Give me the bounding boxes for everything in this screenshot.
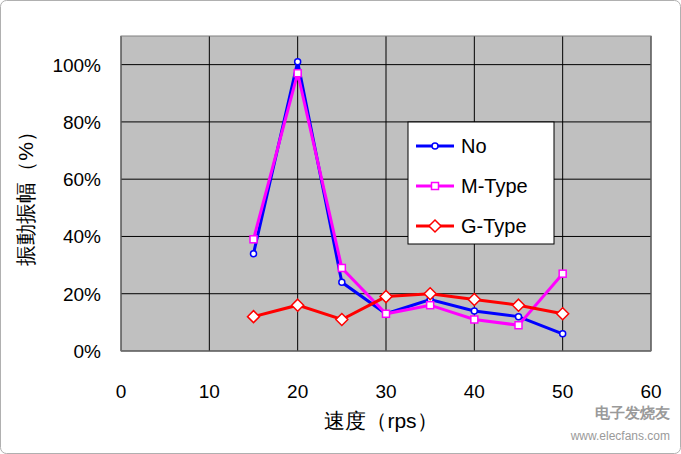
data-point bbox=[513, 299, 525, 311]
outer-border bbox=[1, 1, 681, 454]
y-tick-label: 80% bbox=[63, 112, 101, 133]
x-tick-label: 60 bbox=[640, 381, 661, 402]
legend-label: No bbox=[461, 135, 487, 157]
data-point bbox=[557, 308, 569, 320]
data-point bbox=[560, 331, 566, 337]
x-tick-label: 20 bbox=[287, 381, 308, 402]
data-point bbox=[294, 70, 301, 77]
data-point bbox=[383, 311, 389, 317]
y-grid-line bbox=[121, 236, 651, 237]
series-line bbox=[254, 294, 563, 320]
x-tick-label: 0 bbox=[116, 381, 127, 402]
plot-frame bbox=[121, 36, 651, 351]
data-point bbox=[516, 314, 522, 320]
series-group bbox=[248, 59, 569, 337]
legend-marker bbox=[432, 143, 438, 149]
watermark-text: 电子发烧友 bbox=[595, 404, 670, 421]
x-tick-label: 50 bbox=[552, 381, 573, 402]
series bbox=[250, 70, 566, 329]
x-grid-line bbox=[562, 36, 563, 351]
legend-marker bbox=[429, 220, 441, 232]
y-tick-label: 100% bbox=[52, 55, 101, 76]
data-point bbox=[559, 270, 566, 277]
data-point bbox=[251, 251, 257, 257]
y-axis-title: 振動振幅（%） bbox=[14, 121, 37, 266]
y-grid-line bbox=[121, 179, 651, 180]
data-point bbox=[471, 308, 477, 314]
watermark: 电子发烧友 www.elecfans.com bbox=[570, 404, 670, 443]
data-point bbox=[380, 291, 392, 303]
legend-marker bbox=[432, 183, 439, 190]
chart: 0% 20% 40% 60% 80% 100% 0 10 20 30 40 50 60 速度（rps） 振動… bbox=[0, 0, 681, 454]
legend-label: G-Type bbox=[461, 215, 527, 237]
series-line bbox=[254, 73, 563, 325]
series-line bbox=[254, 62, 563, 334]
y-grid-line bbox=[121, 64, 651, 65]
y-grid-line bbox=[121, 121, 651, 122]
data-point bbox=[383, 310, 390, 317]
x-grid-line bbox=[386, 36, 387, 351]
watermark-url: www.elecfans.com bbox=[570, 429, 670, 443]
data-point bbox=[424, 288, 436, 300]
plot-area bbox=[121, 36, 651, 351]
legend: No M-Type G-Type bbox=[408, 122, 554, 244]
data-point bbox=[468, 293, 480, 305]
series bbox=[251, 59, 566, 337]
y-tick-label: 60% bbox=[63, 169, 101, 190]
data-point bbox=[515, 322, 522, 329]
y-tick-label: 40% bbox=[63, 226, 101, 247]
grid bbox=[121, 36, 651, 351]
data-point bbox=[339, 279, 345, 285]
legend-box bbox=[408, 122, 554, 244]
series bbox=[248, 288, 569, 326]
data-point bbox=[427, 302, 434, 309]
legend-label: M-Type bbox=[461, 175, 528, 197]
y-tick-label: 0% bbox=[74, 341, 102, 362]
data-point bbox=[336, 314, 348, 326]
data-point bbox=[250, 236, 257, 243]
x-grid-line bbox=[209, 36, 210, 351]
x-tick-label: 40 bbox=[464, 381, 485, 402]
data-point bbox=[471, 316, 478, 323]
data-point bbox=[338, 264, 345, 271]
data-point bbox=[292, 299, 304, 311]
x-tick-label: 30 bbox=[375, 381, 396, 402]
x-axis-title: 速度（rps） bbox=[324, 409, 437, 432]
y-tick-label: 20% bbox=[63, 284, 101, 305]
data-point bbox=[295, 59, 301, 65]
x-tick-label: 10 bbox=[199, 381, 220, 402]
data-point bbox=[248, 311, 260, 323]
